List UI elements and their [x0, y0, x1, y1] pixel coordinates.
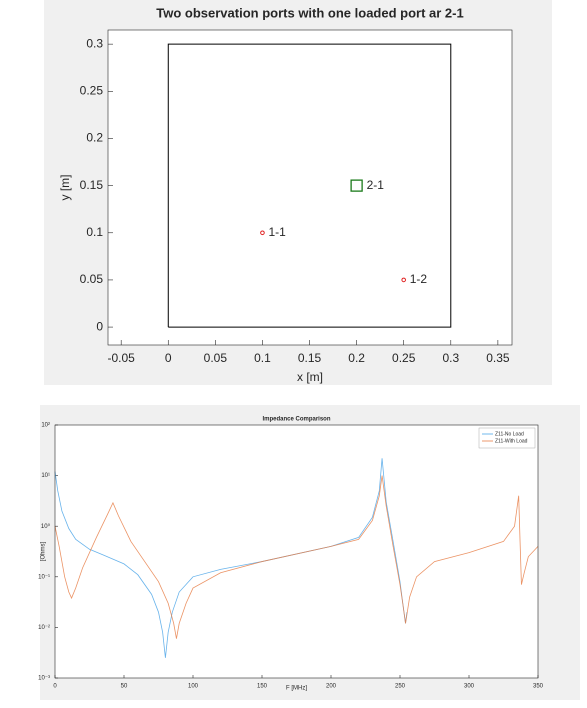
- y-tick-label: 0.3: [86, 36, 103, 50]
- port-label: 2-1: [367, 178, 385, 192]
- x-axis-label: x [m]: [297, 370, 323, 384]
- axes-box: [107, 29, 513, 346]
- x-tick-label: 0.25: [392, 351, 416, 365]
- y-tick-label: 0.1: [86, 225, 103, 239]
- line-series: [54, 458, 408, 658]
- y-tick-label: 0.05: [80, 272, 104, 286]
- y-tick-label: 0.25: [80, 83, 104, 97]
- x-tick-label: 0.2: [348, 351, 365, 365]
- port-marker: [350, 179, 363, 192]
- legend: [478, 427, 536, 449]
- y-tick-label: 0.2: [86, 131, 103, 145]
- y-tick-label: 0: [96, 319, 103, 333]
- x-tick-label: 200: [326, 684, 337, 690]
- legend-label: Z11-With Load: [495, 438, 528, 444]
- port-marker: [401, 277, 407, 283]
- x-tick-label: 0.3: [442, 351, 459, 365]
- port-marker: [260, 230, 265, 236]
- x-tick-label: 0.1: [254, 351, 271, 365]
- y-tick-label: 0.15: [80, 178, 104, 192]
- axes-box: [54, 424, 539, 679]
- boundary: [167, 43, 452, 328]
- legend-label: Z11-No Load: [495, 431, 524, 437]
- y-tick-label: 10⁻³: [38, 676, 50, 682]
- x-tick-label: 350: [533, 684, 544, 690]
- y-tick-label: 10²: [41, 423, 50, 429]
- axes-background: [55, 425, 538, 678]
- axes-background: [108, 30, 512, 345]
- x-tick-label: 300: [464, 684, 475, 690]
- x-tick-label: 150: [257, 684, 268, 690]
- line-series: [54, 475, 539, 639]
- x-tick-label: 50: [121, 684, 128, 690]
- x-tick-label: 0.35: [486, 351, 510, 365]
- x-tick-label: 250: [395, 684, 406, 690]
- port-label: 1-2: [410, 272, 428, 286]
- y-tick-label: 10⁰: [41, 523, 51, 530]
- chart-title: Impedance Comparison: [262, 417, 330, 423]
- x-tick-label: -0.05: [108, 351, 136, 365]
- port-label: 1-1: [268, 225, 286, 239]
- x-tick-label: 0.15: [298, 351, 322, 365]
- y-tick-label: 10⁻²: [38, 625, 50, 631]
- y-axis-label: y [m]: [58, 175, 72, 201]
- x-axis-label: F [MHz]: [286, 686, 307, 692]
- x-tick-label: 0: [53, 684, 57, 690]
- y-tick-label: 10⁻¹: [38, 574, 50, 580]
- y-axis-label: [Ohms]: [41, 542, 47, 562]
- x-tick-label: 0: [165, 351, 172, 365]
- x-tick-label: 100: [188, 684, 199, 690]
- x-tick-label: 0.05: [204, 351, 228, 365]
- chart-title: Two observation ports with one loaded po…: [156, 5, 463, 20]
- y-tick-label: 10¹: [41, 473, 50, 479]
